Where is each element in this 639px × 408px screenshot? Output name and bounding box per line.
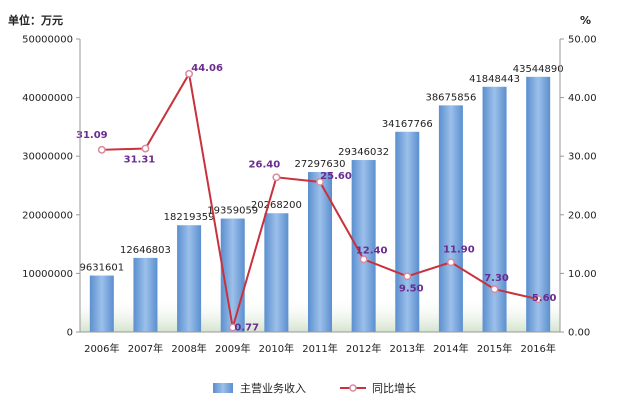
bar xyxy=(133,257,158,332)
legend-line-label: 同比增长 xyxy=(372,381,416,395)
growth-point xyxy=(141,144,150,153)
right-axis-tick-label: 30.00 xyxy=(568,152,597,163)
bar xyxy=(395,131,420,332)
growth-point xyxy=(534,295,543,304)
x-axis-tick-label: 2010年 xyxy=(259,342,294,355)
legend-bar-swatch xyxy=(213,383,233,393)
bar-value-label: 19359059 xyxy=(207,206,258,217)
legend-bar-label: 主营业务收入 xyxy=(240,381,306,395)
right-axis-tick-label: 0.00 xyxy=(568,328,590,339)
bar-value-label: 38675856 xyxy=(425,92,476,103)
bar xyxy=(526,76,551,333)
bar-value-label: 20268200 xyxy=(251,200,302,211)
left-axis-tick-label: 30000000 xyxy=(22,152,73,163)
growth-point xyxy=(316,178,324,186)
growth-value-label: 25.60 xyxy=(320,171,352,182)
bar xyxy=(177,225,202,332)
line-series xyxy=(97,69,543,332)
x-axis-tick-label: 2006年 xyxy=(84,342,119,355)
bar xyxy=(89,275,114,332)
growth-value-label: 26.40 xyxy=(249,159,281,170)
growth-point xyxy=(228,323,237,332)
bar-value-label: 9631601 xyxy=(80,263,125,274)
left-axis-tick-label: 10000000 xyxy=(22,269,73,280)
left-axis: 0 10000000 20000000 30000000 40000000 5000000… xyxy=(22,35,80,339)
growth-value-label: 9.50 xyxy=(399,283,424,294)
right-axis: 0.00 10.00 20.00 30.00 40.00 50.00 xyxy=(560,35,597,339)
x-axis: 2006年 2007年 2008年 2009年 2010年 2011年 2012年 2013年… xyxy=(84,342,556,355)
right-axis-unit: % xyxy=(580,14,591,27)
growth-value-label: 31.09 xyxy=(76,130,108,141)
growth-point xyxy=(490,285,499,294)
right-axis-tick-label: 40.00 xyxy=(568,93,597,104)
bar-value-label: 27297630 xyxy=(295,159,346,170)
growth-point xyxy=(403,272,412,281)
left-axis-tick-label: 40000000 xyxy=(22,93,73,104)
right-axis-tick-label: 50.00 xyxy=(568,35,597,46)
growth-value-label: 31.31 xyxy=(124,155,156,166)
bar-series xyxy=(89,76,551,333)
bar-value-label: 12646803 xyxy=(120,245,171,256)
bar-value-label: 41848443 xyxy=(469,74,520,85)
left-axis-tick-label: 50000000 xyxy=(22,35,73,46)
growth-point xyxy=(97,145,106,154)
growth-value-label: 44.06 xyxy=(191,63,223,74)
x-axis-tick-label: 2014年 xyxy=(433,342,468,355)
bar xyxy=(264,213,289,332)
x-axis-tick-label: 2011年 xyxy=(302,342,337,355)
growth-point xyxy=(185,69,194,78)
growth-point xyxy=(446,258,455,267)
x-axis-tick-label: 2012年 xyxy=(346,342,381,355)
x-axis-tick-label: 2016年 xyxy=(520,342,555,355)
bar-value-label: 34167766 xyxy=(382,119,433,130)
left-axis-unit: 单位：万元 xyxy=(8,13,63,27)
growth-point xyxy=(272,173,281,182)
x-axis-tick-label: 2009年 xyxy=(215,342,250,355)
growth-value-label: 0.77 xyxy=(234,322,259,333)
left-axis-tick-label: 20000000 xyxy=(22,210,73,221)
growth-point xyxy=(359,255,368,264)
growth-value-label: 5.60 xyxy=(532,293,557,304)
line-data-labels: 31.09 31.31 44.06 0.77 26.40 25.60 12.40 9.50 11… xyxy=(76,63,557,334)
right-axis-tick-label: 20.00 xyxy=(568,210,597,221)
legend: 主营业务收入 同比增长 xyxy=(213,381,416,395)
growth-value-label: 7.30 xyxy=(484,273,509,284)
x-axis-tick-label: 2008年 xyxy=(171,342,206,355)
x-axis-tick-label: 2013年 xyxy=(390,342,425,355)
bar xyxy=(438,105,463,332)
bar xyxy=(308,172,332,332)
bar-value-label: 18219359 xyxy=(164,212,215,223)
bar-value-label: 43544890 xyxy=(513,64,564,75)
right-axis-tick-label: 10.00 xyxy=(568,269,597,280)
growth-value-label: 12.40 xyxy=(356,245,388,256)
x-axis-tick-label: 2007年 xyxy=(128,342,163,355)
growth-value-label: 11.90 xyxy=(443,244,475,255)
left-axis-tick-label: 0 xyxy=(67,328,73,339)
bar-value-label: 29346032 xyxy=(338,147,389,158)
bar xyxy=(482,86,507,332)
legend-line-marker xyxy=(349,384,357,392)
x-axis-tick-label: 2015年 xyxy=(477,342,512,355)
